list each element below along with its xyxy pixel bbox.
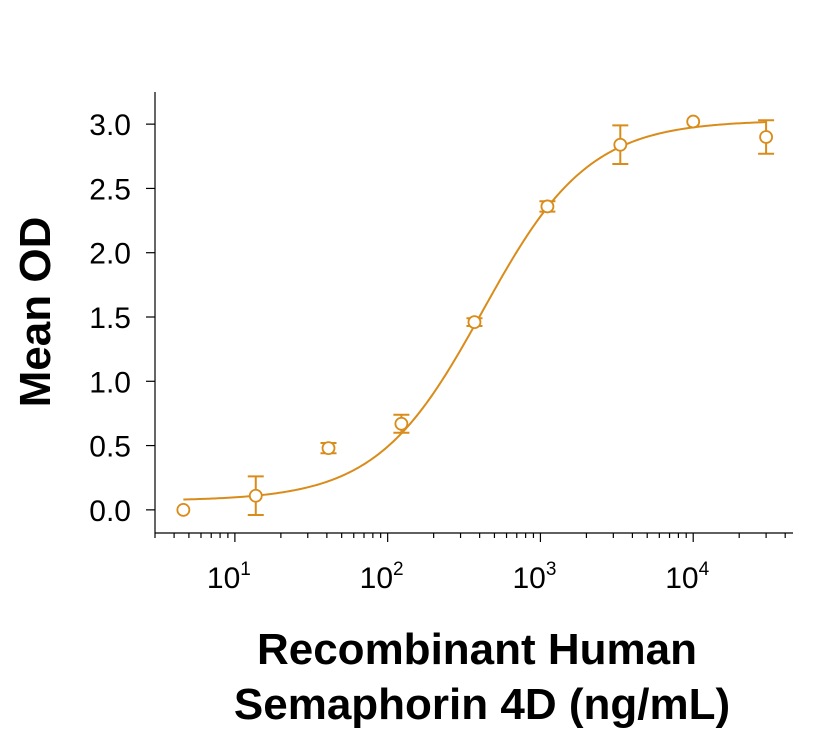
data-point bbox=[759, 130, 773, 144]
y-tick-label: 2.5 bbox=[89, 173, 131, 206]
data-point bbox=[467, 315, 482, 330]
labels: Mean OD Recombinant Human Semaphorin 4D … bbox=[11, 217, 730, 729]
x-axis-title-line-1: Recombinant Human bbox=[257, 625, 697, 674]
ticks: 0.0 0.5 1.0 1.5 2.0 2.5 3.0 101 102 103 104 bbox=[89, 109, 786, 595]
data-point bbox=[686, 114, 701, 129]
error-bars bbox=[247, 119, 775, 516]
axes bbox=[154, 92, 793, 534]
y-axis-title: Mean OD bbox=[11, 217, 60, 408]
x-tick-label: 102 bbox=[360, 559, 404, 595]
data-point bbox=[394, 416, 409, 431]
fit-curve bbox=[183, 121, 767, 501]
data-point bbox=[248, 488, 263, 503]
y-tick-label: 3.0 bbox=[89, 109, 131, 142]
x-tick-label: 103 bbox=[512, 559, 556, 595]
y-tick-label: 0.5 bbox=[89, 431, 131, 464]
data-point bbox=[321, 441, 336, 456]
y-tick-label: 1.0 bbox=[89, 366, 131, 399]
x-tick-label: 101 bbox=[207, 559, 251, 595]
fit-curve-group bbox=[183, 121, 767, 501]
data-point bbox=[176, 502, 191, 517]
data-point bbox=[540, 199, 555, 214]
y-tick-label: 0.0 bbox=[89, 495, 131, 528]
data-points bbox=[176, 114, 773, 517]
x-axis-title-line-2: Semaphorin 4D (ng/mL) bbox=[234, 680, 730, 729]
data-point bbox=[613, 137, 628, 152]
x-tick-label: 104 bbox=[665, 559, 709, 595]
y-tick-label: 1.5 bbox=[89, 302, 131, 335]
y-tick-label: 2.0 bbox=[89, 238, 131, 271]
